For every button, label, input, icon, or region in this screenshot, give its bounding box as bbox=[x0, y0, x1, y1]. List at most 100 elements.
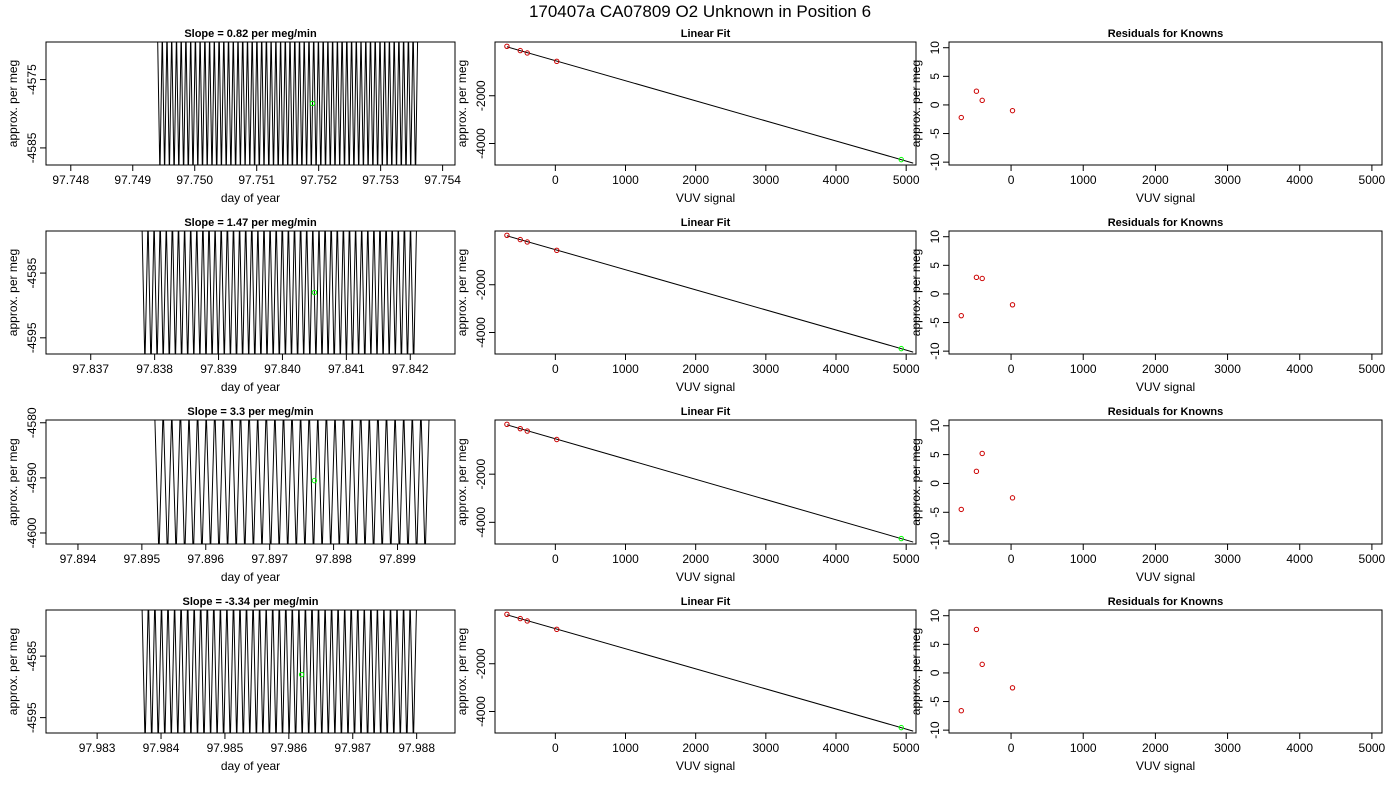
x-tick-label: 2000 bbox=[1142, 552, 1169, 566]
y-tick-label: 5 bbox=[928, 451, 942, 458]
y-axis: -4575 -4585 approx. per meg bbox=[6, 60, 46, 163]
known-point bbox=[554, 436, 560, 443]
y-tick-label: -4595 bbox=[25, 702, 39, 733]
y-tick-label: -10 bbox=[928, 153, 942, 171]
x-tick-label: 2000 bbox=[1142, 741, 1169, 755]
y-axis-label: approx. per meg bbox=[909, 60, 923, 147]
known-point bbox=[517, 47, 523, 54]
known-point bbox=[524, 239, 530, 245]
x-tick-label: 2000 bbox=[682, 741, 709, 755]
residual-point bbox=[979, 661, 985, 668]
plot-area bbox=[141, 610, 417, 733]
x-tick-label: 2000 bbox=[1142, 173, 1169, 187]
x-tick-label: 1000 bbox=[612, 173, 639, 187]
panel-title: Slope = 3.3 per meg/min bbox=[187, 406, 314, 418]
x-tick-label: 4000 bbox=[823, 362, 850, 376]
x-tick-label: 97.985 bbox=[207, 741, 244, 755]
x-tick-label: 97.896 bbox=[187, 552, 224, 566]
x-axis: 0 1000 2000 3000 4000 5000 VUV signal bbox=[552, 544, 920, 584]
x-axis: 0 1000 2000 3000 4000 5000 VUV signal bbox=[1008, 165, 1386, 205]
x-tick-label: 97.754 bbox=[424, 173, 461, 187]
y-tick-label: -10 bbox=[928, 721, 942, 739]
panel-linear-fit-2: Linear Fit 0 1000 2000 3000 4000 5000 VUV signa… bbox=[455, 217, 920, 394]
x-tick-label: 0 bbox=[552, 741, 559, 755]
y-tick-label: 5 bbox=[928, 73, 942, 80]
y-axis: -10 -5 0 5 10 approx. per meg bbox=[909, 609, 949, 739]
x-axis: 97.748 97.749 97.750 97.751 97.752 97.753 97.7… bbox=[52, 165, 461, 205]
y-axis: -10 -5 0 5 10 approx. per meg bbox=[909, 230, 949, 360]
y-tick-label: -5 bbox=[928, 317, 942, 328]
plot-area bbox=[958, 450, 1016, 513]
x-tick-label: 2000 bbox=[682, 552, 709, 566]
x-tick-label: 3000 bbox=[1214, 741, 1241, 755]
plot-frame bbox=[948, 419, 1383, 545]
y-axis: -4580 -4590 -4600 approx. per meg bbox=[6, 407, 46, 548]
plot-area bbox=[157, 42, 419, 165]
plot-area bbox=[154, 420, 430, 544]
x-axis: 97.837 97.838 97.839 97.840 97.841 97.842 day … bbox=[72, 354, 429, 394]
y-tick-label: -2000 bbox=[474, 648, 488, 679]
signal-trace bbox=[154, 420, 430, 544]
y-tick-label: -10 bbox=[928, 532, 942, 550]
x-tick-label: 3000 bbox=[1214, 552, 1241, 566]
x-tick-label: 97.895 bbox=[124, 552, 161, 566]
y-tick-label: -5 bbox=[928, 507, 942, 518]
x-tick-label: 97.839 bbox=[200, 362, 237, 376]
x-tick-label: 3000 bbox=[752, 173, 779, 187]
panel-title: Residuals for Knowns bbox=[1108, 28, 1224, 40]
y-tick-label: -10 bbox=[928, 342, 942, 360]
y-tick-label: -4600 bbox=[25, 517, 39, 548]
x-axis: 97.983 97.984 97.985 97.986 97.987 97.988 day … bbox=[79, 733, 435, 773]
panel-title: Slope = -3.34 per meg/min bbox=[182, 596, 318, 608]
plot-frame bbox=[494, 419, 917, 545]
y-tick-label: 5 bbox=[928, 641, 942, 648]
panel-linear-fit-1: Linear Fit 0 1000 2000 3000 4000 5000 VUV signa… bbox=[455, 28, 920, 205]
known-point bbox=[517, 615, 523, 622]
x-tick-label: 97.983 bbox=[79, 741, 116, 755]
signal-trace bbox=[141, 231, 417, 354]
residual-point bbox=[973, 626, 980, 633]
x-tick-label: 97.750 bbox=[176, 173, 213, 187]
x-tick-label: 97.987 bbox=[334, 741, 371, 755]
x-axis-label: VUV signal bbox=[1136, 759, 1195, 773]
unknown-point bbox=[898, 724, 904, 731]
panel-title: Residuals for Knowns bbox=[1108, 406, 1224, 418]
x-tick-label: 97.984 bbox=[143, 741, 180, 755]
unknown-marker bbox=[311, 289, 318, 296]
y-tick-label: -5 bbox=[928, 128, 942, 139]
x-tick-label: 97.899 bbox=[379, 552, 416, 566]
y-tick-label: 0 bbox=[928, 290, 942, 297]
y-axis-label: approx. per meg bbox=[6, 438, 20, 525]
x-tick-label: 1000 bbox=[612, 741, 639, 755]
x-tick-label: 3000 bbox=[1214, 362, 1241, 376]
plot-area bbox=[141, 231, 417, 354]
x-tick-label: 3000 bbox=[752, 741, 779, 755]
y-axis-label: approx. per meg bbox=[909, 628, 923, 715]
unknown-point bbox=[898, 156, 904, 163]
x-tick-label: 0 bbox=[1008, 741, 1015, 755]
main-title: 170407a CA07809 O2 Unknown in Position 6 bbox=[529, 2, 871, 21]
x-tick-label: 1000 bbox=[612, 362, 639, 376]
known-point bbox=[504, 232, 510, 238]
y-axis: -4585 -4595 approx. per meg bbox=[6, 628, 46, 733]
y-tick-label: -4000 bbox=[474, 507, 488, 538]
panel-time-series-4: Slope = -3.34 per meg/min 97.983 97.984 97.… bbox=[6, 596, 456, 773]
x-tick-label: 97.838 bbox=[136, 362, 173, 376]
known-point bbox=[524, 618, 530, 624]
x-tick-label: 3000 bbox=[752, 362, 779, 376]
residual-point bbox=[1009, 107, 1016, 114]
x-tick-label: 1000 bbox=[1070, 173, 1097, 187]
residual-point bbox=[979, 97, 985, 104]
x-tick-label: 0 bbox=[1008, 362, 1015, 376]
y-tick-label: 0 bbox=[928, 480, 942, 487]
y-tick-label: 0 bbox=[928, 669, 942, 676]
x-tick-label: 4000 bbox=[1286, 552, 1313, 566]
x-tick-label: 4000 bbox=[823, 173, 850, 187]
plot-frame bbox=[948, 41, 1383, 166]
y-axis-label: approx. per meg bbox=[6, 60, 20, 147]
x-axis: 97.894 97.895 97.896 97.897 97.898 97.899 day … bbox=[60, 544, 416, 584]
